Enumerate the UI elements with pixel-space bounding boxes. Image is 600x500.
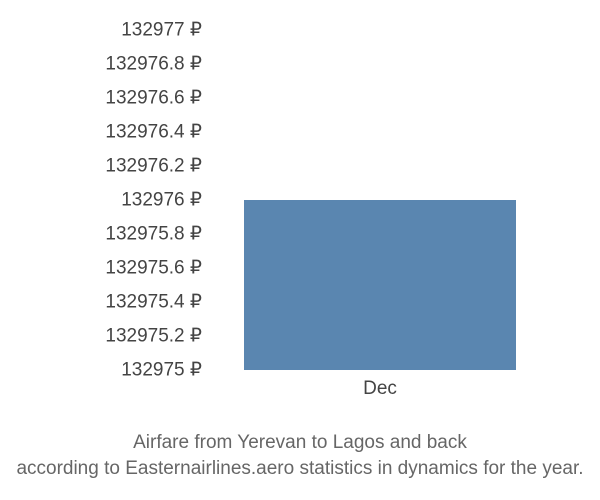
plot-area: 132975 ₽132975.2 ₽132975.4 ₽132975.6 ₽13… [210, 30, 550, 370]
xlabel-dec: Dec [363, 370, 397, 400]
ytick-label: 132975.2 ₽ [105, 325, 210, 348]
ytick-label: 132976 ₽ [121, 189, 210, 212]
ytick-label: 132975 ₽ [121, 359, 210, 382]
ytick-label: 132975.6 ₽ [105, 257, 210, 280]
ytick-label: 132976.2 ₽ [105, 155, 210, 178]
chart-caption: Airfare from Yerevan to Lagos and backac… [0, 430, 600, 481]
ytick-label: 132977 ₽ [121, 19, 210, 42]
ytick-label: 132975.4 ₽ [105, 291, 210, 314]
ytick-label: 132975.8 ₽ [105, 223, 210, 246]
ytick-label: 132976.6 ₽ [105, 87, 210, 110]
ytick-label: 132976.4 ₽ [105, 121, 210, 144]
bar-dec [244, 200, 516, 370]
ytick-label: 132976.8 ₽ [105, 53, 210, 76]
